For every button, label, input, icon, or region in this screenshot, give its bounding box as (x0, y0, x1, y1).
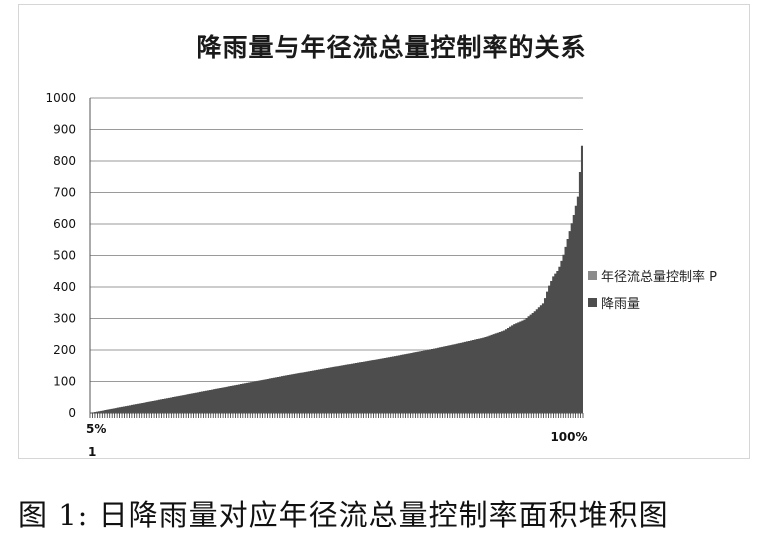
rainfall-area-series (90, 132, 583, 413)
legend-label-rainfall: 降雨量 (601, 297, 641, 312)
figure-caption: 图 1: 日降雨量对应年径流总量控制率面积堆积图 (18, 498, 669, 532)
y-tick-label: 500 (53, 249, 76, 263)
legend-label-control-rate: 年径流总量控制率 P (601, 270, 717, 285)
y-tick-label: 1000 (45, 91, 76, 105)
legend-swatch-rainfall (588, 298, 597, 307)
x-tick-label-end: 100% (550, 430, 587, 444)
y-tick-label: 400 (53, 280, 76, 294)
y-tick-label: 300 (53, 312, 76, 326)
legend-item-control-rate: 年径流总量控制率 P (588, 266, 717, 285)
y-tick-label: 200 (53, 343, 76, 357)
chart-title: 降雨量与年径流总量控制率的关系 (196, 33, 587, 62)
y-tick-label: 700 (53, 186, 76, 200)
legend-swatch-control-rate (588, 271, 597, 280)
chart-legend: 年径流总量控制率 P 降雨量 (588, 266, 717, 320)
y-tick-label: 600 (53, 217, 76, 231)
x-tick-label-start: 5% (86, 422, 106, 436)
y-tick-label: 0 (68, 406, 76, 420)
y-tick-label: 100 (53, 375, 76, 389)
x-tick-label-start-2: 1 (88, 445, 96, 459)
legend-item-rainfall: 降雨量 (588, 293, 717, 312)
y-tick-label: 900 (53, 123, 76, 137)
y-tick-label: 800 (53, 154, 76, 168)
